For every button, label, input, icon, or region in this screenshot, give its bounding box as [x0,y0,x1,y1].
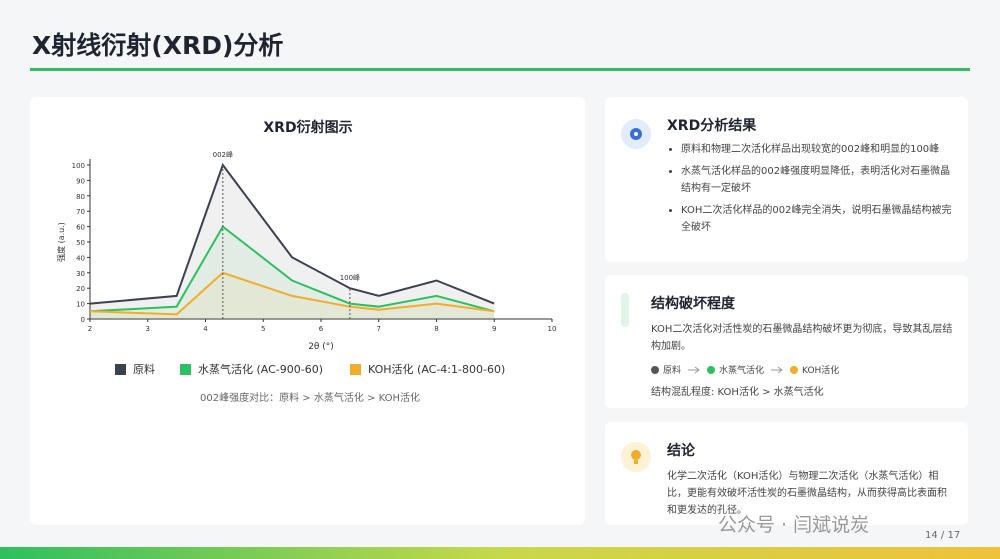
title-rule [30,68,970,71]
y-axis-label: 强度 (a.u.) [56,222,66,262]
line [89,225,495,313]
x-tick-label: 8 [434,325,438,333]
x-axis-label: 2θ (°) [308,342,334,352]
y-tick-label: 60 [76,224,85,232]
x-tick-label: 4 [203,325,208,333]
legend-label: KOH活化 (AC-4:1-800-60) [368,362,505,376]
y-tick-label: 0 [81,316,85,324]
icon [621,442,651,472]
bullet: 原料和物理二次活化样品出现较宽的002峰和明显的100峰 [681,141,952,158]
card-text: KOH二次活化对活性炭的石墨微晶结构破坏更为彻底，导致其乱层结构加剧。 [651,324,953,352]
legend-label: 原料 [133,362,155,376]
card: 结构破坏程度 KOH二次活化对活性炭的石墨微晶结构破坏更为彻底，导致其乱层结构加… [605,275,968,408]
bullet-list: 原料和物理二次活化样品出现较宽的002峰和明显的100峰水蒸气活化样品的002峰… [667,141,952,236]
x-tick-label: 5 [261,325,265,333]
line [89,271,495,316]
x-tick-label: 7 [377,325,381,333]
flow: 原料 水蒸气活化 KOH活化 [651,363,956,376]
chart-note: 002峰强度对比：原料 > 水蒸气活化 > KOH活化 [200,391,420,404]
card-title: 结论 [667,443,695,459]
annotation: 002峰 [213,150,233,159]
x-tick-label: 3 [146,325,150,333]
watermark: 公众号 · 闫斌说炭 [718,514,870,536]
annotation: 100峰 [340,273,360,282]
x-tick-label: 9 [492,325,496,333]
flow-item: 原料 [663,366,682,376]
card: XRD分析结果 原料和物理二次活化样品出现较宽的002峰和明显的100峰水蒸气活… [605,97,968,262]
legend-swatch [350,364,361,375]
area [90,226,495,319]
icon [621,119,651,149]
y-tick-label: 90 [76,177,85,185]
y-tick-label: 30 [76,270,85,278]
y-tick-label: 70 [76,208,85,216]
bullet: 水蒸气活化样品的002峰强度明显降低，表明活化对石墨微晶结构有一定破坏 [681,163,952,197]
flow-item: KOH活化 [802,366,840,376]
y-tick-label: 10 [76,301,85,309]
title: X射线衍射(XRD)分析 [32,31,284,60]
legend-swatch [180,364,191,375]
card-title: 结构破坏程度 [651,296,735,312]
y-tick-label: 100 [72,162,85,170]
line [89,162,495,305]
card-title: XRD分析结果 [667,118,757,134]
page-number: 14 / 17 [925,530,961,541]
card-text: 化学二次活化（KOH活化）与物理二次活化（水蒸气活化）相比，更能有效破坏活性炭的… [667,471,947,516]
x-tick-label: 6 [319,325,324,333]
y-tick-label: 40 [76,254,85,262]
bullet: KOH二次活化样品的002峰完全消失，说明石墨微晶结构被完全破坏 [681,202,952,236]
y-tick-label: 20 [76,285,85,293]
legend-swatch [115,364,126,375]
accent [621,293,629,327]
x-tick-label: 2 [88,325,92,333]
chart-card: XRD衍射图示 0 10 20 30 40 50 60 70 80 90 100 2 3 4 5 6 7 8 9 10 2… [30,97,585,525]
chart-title: XRD衍射图示 [263,119,352,136]
y-tick-label: 50 [76,239,85,247]
card-summary: 结构混乱程度: KOH活化 > 水蒸气活化 [651,387,824,398]
footer-bar [0,547,1000,559]
legend-label: 水蒸气活化 (AC-900-60) [198,362,323,376]
y-tick-label: 80 [76,193,85,201]
x-tick-label: 10 [548,325,557,333]
card: 结论 化学二次活化（KOH活化）与物理二次活化（水蒸气活化）相比，更能有效破坏活… [605,422,968,525]
flow-item: 水蒸气活化 [719,366,765,376]
chart: XRD衍射图示 0 10 20 30 40 50 60 70 80 90 100 2 3 4 5 6 7 8 9 10 2… [56,119,557,404]
